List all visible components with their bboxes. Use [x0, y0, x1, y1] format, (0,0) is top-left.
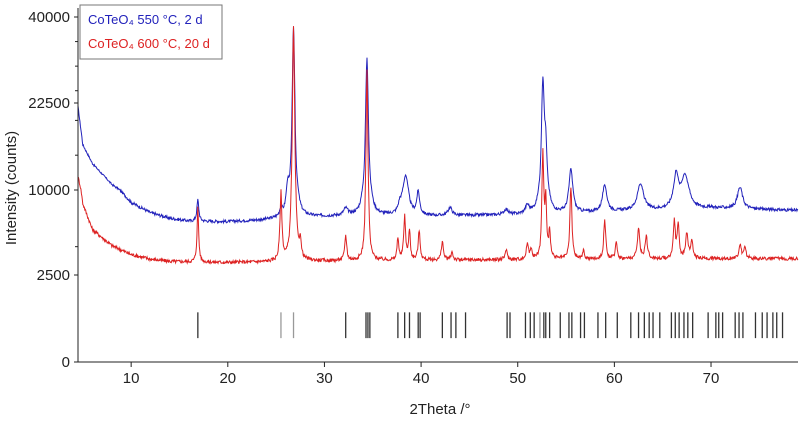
y-tick-label: 0: [62, 354, 70, 371]
x-tick-label: 50: [509, 370, 526, 387]
x-tick-label: 70: [703, 370, 720, 387]
y-tick-label: 40000: [28, 9, 70, 26]
legend-item-600: CoTeO₄ 600 °C, 20 d: [88, 36, 210, 51]
x-tick-label: 20: [219, 370, 236, 387]
x-tick-label: 10: [123, 370, 140, 387]
legend-item-550: CoTeO₄ 550 °C, 2 d: [88, 12, 203, 27]
series-layer: [77, 26, 799, 265]
x-axis-label: 2Theta /°: [409, 401, 470, 418]
x-tick-label: 60: [606, 370, 623, 387]
y-tick-label: 22500: [28, 95, 70, 112]
legend: CoTeO₄ 550 °C, 2 d CoTeO₄ 600 °C, 20 d: [79, 4, 223, 60]
y-axis-title: Intensity (counts): [3, 131, 20, 245]
y-axis-label: Intensity (counts): [3, 131, 20, 245]
x-tick-label: 40: [413, 370, 430, 387]
legend-box: [79, 4, 223, 60]
reference-lines: [197, 312, 784, 339]
series-line-600: [77, 26, 799, 265]
axes: 10 20 30 40 50 60 70 0 2500 10000 22500 40000: [28, 8, 798, 387]
x-tick-label: 30: [316, 370, 333, 387]
y-tick-label: 10000: [28, 182, 70, 199]
series-line-550: [77, 26, 799, 225]
y-tick-label: 2500: [37, 267, 70, 284]
